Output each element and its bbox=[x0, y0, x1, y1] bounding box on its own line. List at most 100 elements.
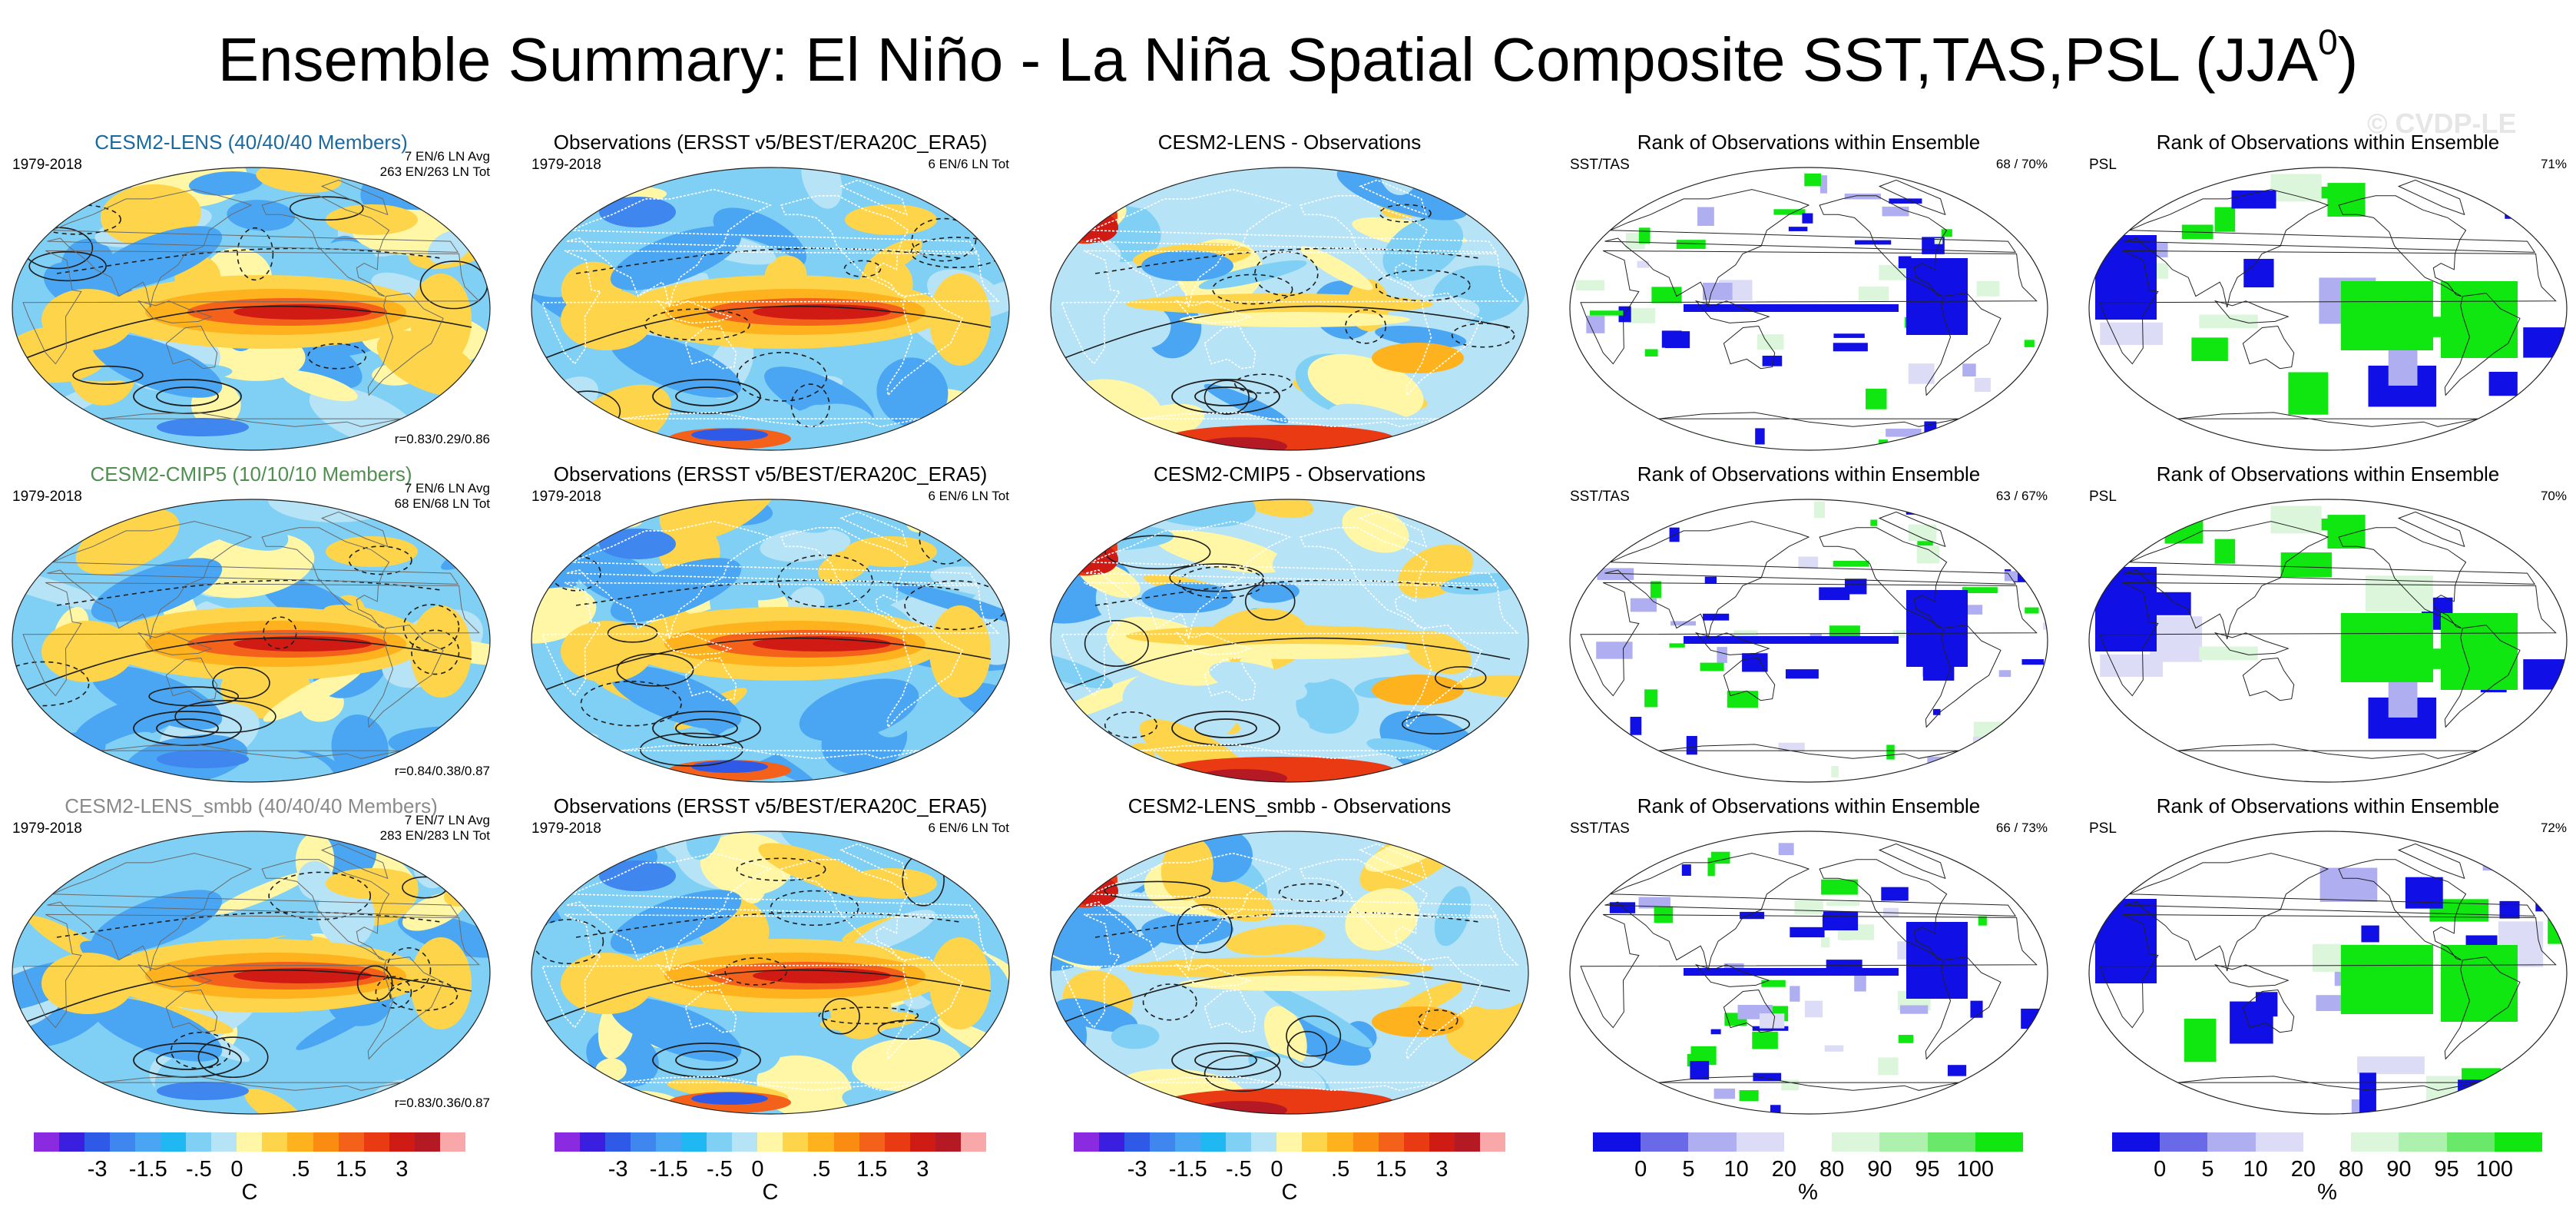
rank-percent-value: 68 / 70% bbox=[1995, 157, 2048, 171]
coastlines bbox=[22, 179, 480, 427]
coastline-northAmerica bbox=[1819, 859, 1948, 961]
rank-cell bbox=[2357, 1056, 2425, 1075]
contour-line bbox=[737, 352, 828, 402]
rank-cell bbox=[2214, 539, 2236, 564]
contour-line bbox=[1204, 1055, 1281, 1092]
coastlines bbox=[541, 179, 1000, 428]
rank-cell bbox=[1707, 857, 1715, 877]
rank-cell bbox=[2255, 992, 2278, 1017]
rank-cell bbox=[2033, 181, 2040, 194]
coastline-indonesia bbox=[2213, 632, 2290, 655]
contour-line bbox=[56, 911, 442, 938]
anomaly-patch bbox=[845, 536, 937, 567]
rank-cell bbox=[1821, 937, 1830, 948]
contour-line bbox=[1402, 714, 1471, 734]
panel-obs-row3: Observations (ERSST v5/BEST/ERA20C_ERA5)… bbox=[530, 794, 1011, 1116]
contour-line bbox=[532, 919, 604, 965]
rank-cell bbox=[1981, 526, 1992, 542]
panel-rank-sst-row1: Rank of Observations within Ensemble SST… bbox=[1568, 131, 2049, 452]
colorbar-tick-label: 0 bbox=[2154, 1157, 2167, 1182]
colorbar-swatch bbox=[262, 1132, 288, 1152]
contour-line bbox=[675, 1050, 738, 1070]
colorbar-tick-label: 5 bbox=[1682, 1157, 1695, 1182]
colorbar-swatch bbox=[1783, 1132, 1833, 1152]
anomaly-patch bbox=[283, 370, 358, 402]
coastline-greenland bbox=[839, 511, 908, 548]
colorbar-boxes bbox=[1593, 1132, 2023, 1152]
anomaly-patch bbox=[91, 333, 223, 398]
map-border bbox=[12, 499, 491, 783]
rank-cell bbox=[2028, 860, 2048, 866]
coastline-southAmerica bbox=[2444, 956, 2521, 1060]
colorbar-swatch bbox=[2494, 1132, 2542, 1152]
rank-cell bbox=[1824, 1045, 1844, 1052]
coastline-antarctica bbox=[1658, 1076, 1959, 1091]
rank-map bbox=[2088, 499, 2568, 783]
rank-cell bbox=[1878, 1057, 1899, 1076]
coastlines bbox=[1060, 511, 1519, 760]
anomaly-patch bbox=[188, 171, 263, 196]
rank-cell bbox=[2560, 735, 2567, 754]
contour-layer bbox=[12, 545, 472, 746]
colorbar-swatch bbox=[338, 1132, 364, 1152]
anomaly-patch bbox=[1429, 1085, 1528, 1114]
contour-line bbox=[822, 998, 860, 1035]
panel-title: CESM2-LENS - Observations bbox=[1157, 131, 1422, 154]
rank-percent-value: 70% bbox=[2540, 489, 2567, 503]
rank-cell bbox=[2031, 386, 2048, 393]
member-info-tot: 283 EN/283 LN Tot bbox=[379, 828, 490, 843]
period-label: 1979-2018 bbox=[531, 489, 601, 505]
rank-cell bbox=[1638, 227, 1651, 244]
period-label: 1979-2018 bbox=[12, 821, 82, 837]
colorbar-boxes bbox=[34, 1132, 465, 1152]
colorbar-swatch bbox=[884, 1132, 910, 1152]
member-info-tot: 263 EN/263 LN Tot bbox=[379, 164, 490, 179]
colorbar-tick-label: 0 bbox=[230, 1157, 243, 1182]
coastline-australia bbox=[165, 989, 218, 1033]
rank-cell bbox=[2441, 613, 2518, 690]
rank-cell bbox=[1962, 363, 1976, 377]
coastlines bbox=[1580, 511, 2038, 759]
anomaly-patch bbox=[171, 499, 289, 551]
rank-cell bbox=[1790, 986, 1800, 1002]
coastline-eurasia bbox=[47, 853, 459, 972]
rank-cell bbox=[2025, 607, 2039, 614]
coastline-northAmerica bbox=[1300, 859, 1429, 961]
anomaly-patch bbox=[1406, 631, 1472, 675]
colorbar-swatch bbox=[757, 1132, 783, 1152]
rank-cell bbox=[1637, 260, 1650, 268]
rank-cell bbox=[2214, 207, 2236, 232]
period-label: 1979-2018 bbox=[12, 157, 82, 173]
rank-cell bbox=[1697, 207, 1714, 227]
variable-label: PSL bbox=[2089, 489, 2117, 505]
panel-title: Rank of Observations within Ensemble bbox=[2156, 462, 2500, 486]
anomaly-patch bbox=[410, 605, 472, 698]
colorbar-swatch bbox=[1879, 1132, 1928, 1152]
rank-cell bbox=[1947, 514, 1972, 525]
rank-percent: 70% bbox=[2541, 489, 2567, 504]
rank-cell bbox=[1972, 736, 1997, 753]
coastline-antarctica bbox=[620, 412, 921, 428]
contour-line bbox=[197, 1036, 269, 1079]
colorbar-swatch bbox=[363, 1132, 389, 1152]
map-border bbox=[1050, 830, 1529, 1115]
contour-line bbox=[1286, 1015, 1342, 1057]
contour-line bbox=[1176, 903, 1233, 953]
rank-cell bbox=[2560, 403, 2567, 422]
coastline-antarctica bbox=[1658, 744, 1959, 759]
contour-line bbox=[1286, 1030, 1328, 1068]
rank-cell bbox=[2523, 327, 2567, 358]
colorbar-swatch bbox=[59, 1132, 85, 1152]
variable-label: SST/TAS bbox=[1570, 489, 1630, 505]
rank-cell bbox=[2458, 1079, 2513, 1112]
contour-line bbox=[1104, 711, 1158, 738]
rank-cell bbox=[1664, 831, 1685, 850]
colorbar-tick-label: -.5 bbox=[1225, 1157, 1252, 1182]
event-info-tot: 6 EN/6 LN Tot bbox=[928, 821, 1009, 835]
coastline-northAmerica bbox=[261, 859, 390, 961]
anomaly-patch bbox=[1072, 212, 1118, 243]
rank-cell bbox=[2015, 1049, 2038, 1055]
contour-line bbox=[545, 969, 992, 1023]
coastline-africa bbox=[1580, 250, 2038, 365]
watermark: © CVDP-LE bbox=[2367, 108, 2517, 139]
